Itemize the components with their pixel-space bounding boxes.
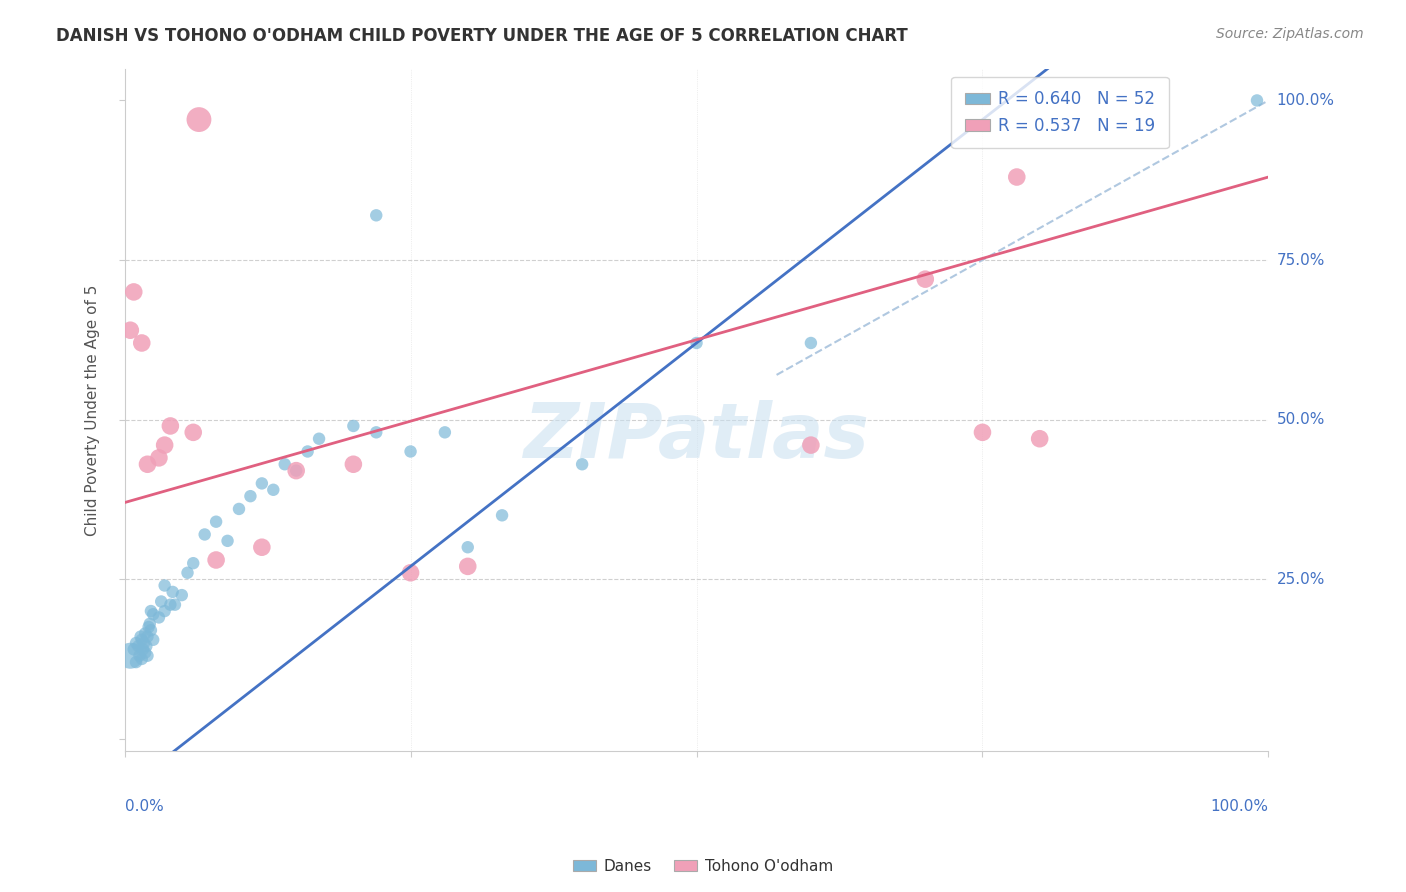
Point: [297, 444, 319, 458]
Text: DANISH VS TOHONO O'ODHAM CHILD POVERTY UNDER THE AGE OF 5 CORRELATION CHART: DANISH VS TOHONO O'ODHAM CHILD POVERTY U…: [56, 27, 908, 45]
Point: [308, 432, 330, 446]
Point: [285, 464, 308, 478]
Point: [148, 610, 170, 624]
Point: [136, 648, 159, 663]
Point: [159, 598, 181, 612]
Point: [138, 620, 160, 634]
Point: [262, 483, 284, 497]
Legend: R = 0.640   N = 52, R = 0.537   N = 19: R = 0.640 N = 52, R = 0.537 N = 19: [952, 77, 1168, 148]
Point: [250, 540, 273, 554]
Point: [134, 626, 156, 640]
Point: [136, 630, 159, 644]
Point: [366, 208, 388, 222]
Text: 100.0%: 100.0%: [1277, 93, 1334, 108]
Text: Source: ZipAtlas.com: Source: ZipAtlas.com: [1216, 27, 1364, 41]
Point: [134, 646, 156, 660]
Point: [162, 585, 184, 599]
Point: [217, 533, 239, 548]
Text: 25.0%: 25.0%: [1277, 572, 1324, 587]
Point: [129, 630, 152, 644]
Point: [274, 457, 297, 471]
Point: [491, 508, 513, 523]
Point: [135, 639, 157, 653]
Point: [153, 604, 176, 618]
Point: [148, 450, 170, 465]
Point: [153, 578, 176, 592]
Point: [1246, 94, 1268, 108]
Y-axis label: Child Poverty Under the Age of 5: Child Poverty Under the Age of 5: [86, 285, 100, 536]
Point: [457, 559, 479, 574]
Point: [127, 639, 149, 653]
Point: [139, 604, 162, 618]
Point: [342, 457, 364, 471]
Point: [131, 632, 153, 647]
Point: [181, 425, 204, 440]
Point: [205, 553, 228, 567]
Legend: Danes, Tohono O'odham: Danes, Tohono O'odham: [567, 853, 839, 880]
Point: [142, 607, 165, 622]
Point: [194, 527, 217, 541]
Point: [132, 636, 155, 650]
Point: [972, 425, 994, 440]
Point: [131, 336, 153, 351]
Point: [176, 566, 198, 580]
Point: [685, 336, 707, 351]
Point: [142, 632, 165, 647]
Point: [150, 594, 173, 608]
Point: [1005, 169, 1028, 184]
Point: [228, 502, 250, 516]
Text: 75.0%: 75.0%: [1277, 252, 1324, 268]
Text: 100.0%: 100.0%: [1211, 799, 1268, 814]
Point: [139, 616, 162, 631]
Point: [188, 112, 211, 127]
Point: [914, 272, 936, 286]
Point: [366, 425, 388, 440]
Point: [122, 642, 145, 657]
Point: [433, 425, 456, 440]
Point: [285, 464, 308, 478]
Point: [342, 419, 364, 434]
Text: ZIPatlas: ZIPatlas: [523, 401, 869, 475]
Point: [120, 323, 142, 337]
Point: [125, 636, 148, 650]
Point: [181, 556, 204, 570]
Point: [136, 457, 159, 471]
Point: [153, 438, 176, 452]
Point: [120, 648, 142, 663]
Point: [163, 598, 186, 612]
Point: [132, 642, 155, 657]
Text: 50.0%: 50.0%: [1277, 412, 1324, 427]
Point: [800, 438, 823, 452]
Point: [205, 515, 228, 529]
Point: [128, 648, 150, 663]
Text: 0.0%: 0.0%: [125, 799, 163, 814]
Point: [131, 652, 153, 666]
Point: [170, 588, 193, 602]
Point: [399, 566, 422, 580]
Point: [457, 540, 479, 554]
Point: [239, 489, 262, 503]
Point: [1028, 432, 1050, 446]
Point: [139, 624, 162, 638]
Point: [125, 655, 148, 669]
Point: [571, 457, 593, 471]
Point: [250, 476, 273, 491]
Point: [800, 336, 823, 351]
Point: [159, 419, 181, 434]
Point: [399, 444, 422, 458]
Point: [122, 285, 145, 299]
